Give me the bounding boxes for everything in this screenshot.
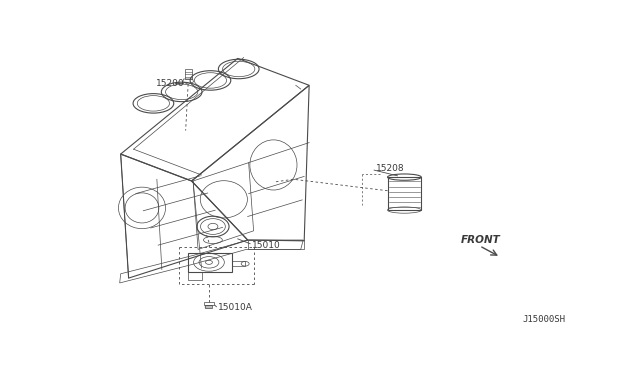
Text: 15010A: 15010A — [218, 303, 253, 312]
Text: 15200: 15200 — [156, 79, 184, 88]
Text: 15208: 15208 — [376, 164, 404, 173]
Text: FRONT: FRONT — [461, 235, 500, 245]
Text: 15010: 15010 — [252, 241, 280, 250]
Text: J15000SH: J15000SH — [522, 315, 565, 324]
